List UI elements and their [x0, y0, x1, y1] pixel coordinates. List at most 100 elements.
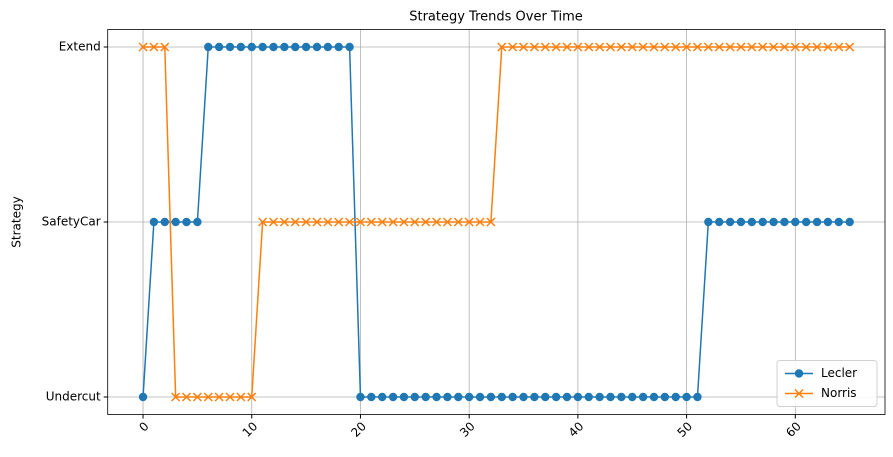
marker: [595, 42, 605, 52]
marker: [682, 392, 691, 402]
marker: [627, 42, 637, 52]
marker: [562, 42, 572, 52]
marker: [475, 217, 485, 227]
marker: [790, 42, 800, 52]
marker: [388, 392, 398, 402]
marker: [497, 42, 507, 52]
marker: [453, 217, 463, 227]
marker: [715, 217, 724, 227]
marker: [736, 42, 746, 52]
plot-frame: [107, 29, 886, 415]
marker: [801, 42, 811, 52]
marker: [171, 217, 180, 227]
marker: [388, 217, 398, 227]
marker: [258, 217, 268, 227]
marker: [508, 392, 517, 402]
marker: [204, 42, 213, 52]
y-axis-label: Strategy: [10, 196, 24, 247]
marker: [378, 392, 387, 402]
marker: [529, 42, 539, 52]
marker: [769, 42, 779, 52]
marker: [573, 392, 583, 402]
marker: [312, 42, 322, 52]
marker: [355, 217, 365, 227]
marker: [682, 42, 692, 52]
marker: [290, 217, 300, 227]
marker: [366, 217, 376, 227]
marker: [693, 392, 702, 402]
marker: [794, 369, 804, 378]
marker: [551, 42, 561, 52]
marker: [247, 42, 256, 52]
marker: [301, 217, 311, 227]
x-tick-label: 40: [566, 419, 587, 440]
marker: [443, 392, 452, 402]
marker: [508, 42, 518, 52]
x-tick-label: 0: [136, 419, 151, 434]
marker: [193, 217, 202, 227]
x-tick-label: 30: [457, 419, 478, 440]
marker: [181, 392, 192, 402]
marker: [530, 392, 539, 402]
marker: [551, 392, 561, 402]
marker: [628, 392, 637, 402]
marker: [356, 392, 365, 402]
marker: [812, 217, 822, 227]
marker: [616, 42, 626, 52]
marker: [812, 42, 822, 52]
marker: [268, 217, 279, 227]
marker: [605, 42, 616, 52]
marker: [280, 42, 289, 52]
marker: [541, 392, 550, 402]
marker: [518, 42, 529, 52]
marker: [323, 42, 333, 52]
marker: [725, 217, 735, 227]
marker: [160, 42, 170, 52]
marker: [791, 217, 800, 227]
marker: [432, 217, 442, 227]
marker: [780, 217, 789, 227]
marker: [301, 42, 311, 52]
marker: [475, 392, 485, 402]
y-tick-label: SafetyCar: [42, 215, 101, 229]
marker: [486, 392, 496, 402]
marker: [399, 392, 409, 402]
series-line: [143, 46, 850, 398]
marker: [149, 217, 159, 227]
marker: [247, 392, 257, 402]
marker: [584, 42, 594, 52]
marker: [769, 217, 778, 227]
marker: [149, 42, 159, 52]
marker: [399, 217, 409, 227]
marker: [192, 392, 202, 402]
marker: [758, 217, 767, 227]
marker: [312, 217, 322, 227]
marker: [291, 42, 300, 52]
marker: [464, 392, 474, 402]
marker: [377, 217, 387, 227]
marker: [367, 392, 376, 402]
marker: [464, 217, 474, 227]
marker: [214, 392, 224, 402]
marker: [236, 392, 246, 402]
marker: [801, 217, 811, 227]
marker: [573, 42, 583, 52]
marker: [845, 217, 854, 227]
x-tick-label: 20: [348, 419, 369, 440]
marker: [584, 392, 593, 402]
marker: [617, 392, 626, 402]
marker: [660, 392, 670, 402]
marker: [421, 217, 431, 227]
marker: [703, 42, 713, 52]
marker: [334, 217, 344, 227]
marker: [638, 392, 648, 402]
chart-title: Strategy Trends Over Time: [409, 10, 583, 25]
marker: [497, 392, 506, 402]
marker: [214, 42, 224, 52]
marker: [225, 42, 235, 52]
y-tick-label: Extend: [59, 40, 101, 54]
marker: [736, 217, 746, 227]
marker: [442, 217, 452, 227]
marker: [519, 392, 528, 402]
